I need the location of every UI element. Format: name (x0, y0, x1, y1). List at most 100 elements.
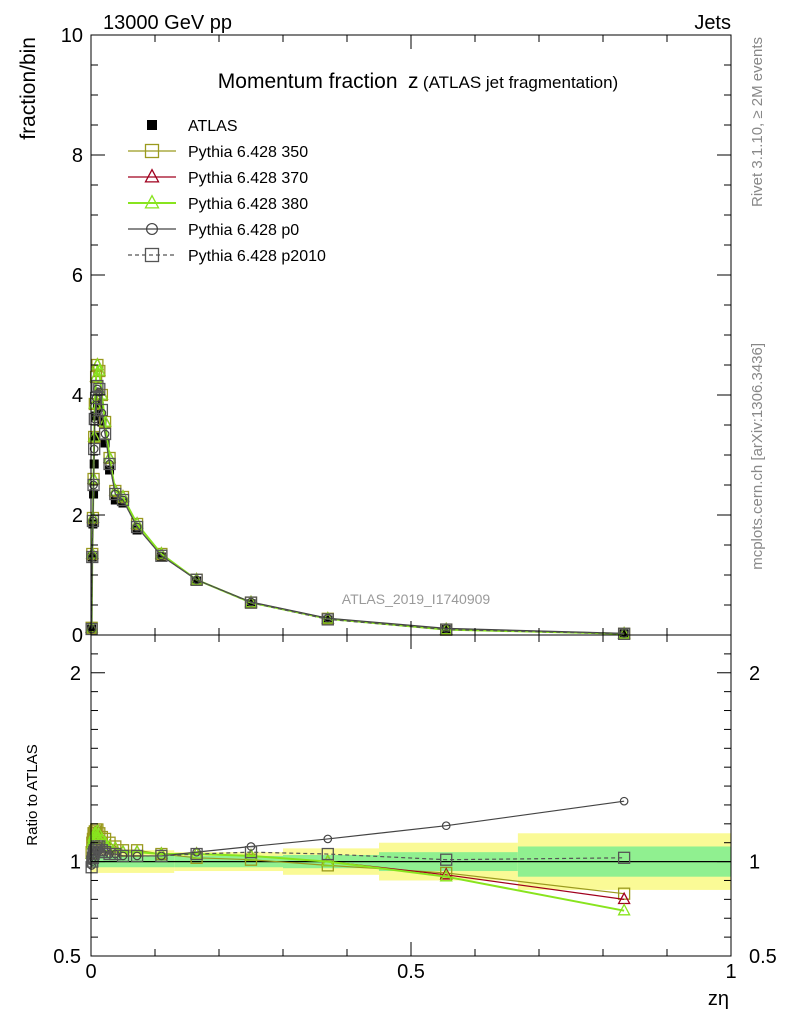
legend-label: Pythia 6.428 350 (188, 144, 308, 161)
ratio-y-tick-labels: 0.5 0.5 1 1 2 2 (53, 663, 777, 968)
data-point (95, 403, 109, 417)
ratio-point (441, 821, 451, 831)
series-line (91, 384, 625, 635)
chart-title-subtitle: (ATLAS jet fragmentation) (423, 73, 618, 92)
legend-entry: Pythia 6.428 p2010 (128, 247, 326, 265)
legend-label: Pythia 6.428 p2010 (188, 248, 326, 265)
data-point (156, 552, 166, 562)
legend-marker (144, 247, 160, 263)
ratio-point (95, 844, 109, 857)
x-tick-label: 1 (725, 961, 736, 983)
legend-label: ATLAS (188, 118, 238, 135)
data-point (155, 549, 168, 562)
main-panel: 0 2 4 6 8 10 fraction/bin Momentum fraction z… (17, 25, 732, 647)
main-y-axis-label: fraction/bin (17, 37, 40, 140)
ratio-y-tick-label-right: 0.5 (749, 946, 777, 968)
legend-marker (144, 194, 160, 209)
data-point (87, 552, 97, 562)
data-point (244, 596, 258, 609)
legend-label: Pythia 6.428 380 (188, 196, 308, 213)
x-axis-label: zη (708, 988, 729, 1010)
header-right: Jets (694, 12, 731, 34)
ratio-point (116, 849, 130, 863)
ratio-x-tick-labels: 0 0.5 1 (85, 961, 736, 983)
main-frame (90, 34, 732, 636)
x-tick-label: 0.5 (397, 961, 425, 983)
chart-title-main: Momentum fraction (218, 70, 398, 93)
legend-label: Pythia 6.428 370 (188, 170, 308, 187)
legend-marker (147, 120, 157, 130)
ratio-point (130, 849, 144, 863)
ratio-point (619, 796, 629, 806)
data-point (617, 627, 631, 640)
analysis-watermark: ATLAS_2019_I1740909 (342, 591, 491, 607)
ratio-point (98, 845, 112, 859)
ratio-y-tick-label-left: 2 (70, 663, 81, 685)
data-point (92, 363, 106, 376)
ratio-point (321, 847, 334, 861)
data-point (130, 520, 144, 534)
legend-marker (144, 168, 160, 183)
data-point (86, 550, 99, 564)
data-point (157, 551, 166, 561)
data-point (103, 457, 116, 471)
data-point (98, 427, 112, 441)
ratio-series-4 (85, 840, 631, 874)
data-point (108, 483, 122, 496)
ratio-y-tick-label-right: 2 (749, 663, 760, 685)
data-point (246, 599, 256, 609)
legend: ATLAS Pythia 6.428 350 Pythia 6.428 370 Pyt… (128, 118, 326, 265)
ratio-axis-ticks (90, 634, 732, 957)
y-tick-label: 10 (61, 25, 83, 47)
ratio-y-tick-label-left: 1 (70, 852, 81, 874)
data-point (88, 516, 98, 526)
data-point (192, 575, 201, 585)
series-5 (85, 379, 631, 640)
header-left: 13000 GeV pp (103, 12, 232, 34)
ratio-point (440, 853, 453, 866)
main-plot-area (85, 357, 631, 640)
y-tick-label: 4 (72, 385, 83, 407)
y-tick-label: 8 (72, 145, 83, 167)
main-y-tick-labels: 0 2 4 6 8 10 (61, 25, 83, 647)
legend-entry: Pythia 6.428 380 (128, 194, 308, 213)
ratio-y-tick-label-right: 1 (749, 852, 760, 874)
legend-label: Pythia 6.428 p0 (188, 222, 299, 239)
ratio-point (323, 834, 333, 844)
ratio-plot-area (85, 796, 631, 916)
y-tick-label: 2 (72, 505, 83, 527)
data-point (321, 613, 334, 626)
mcplots-label: mcplots.cern.ch [arXiv:1306.3436] (749, 343, 766, 570)
chart-title: Momentum fraction z (ATLAS jet fragmenta… (218, 70, 618, 93)
ratio-point (321, 854, 335, 867)
legend-marker (145, 222, 159, 236)
data-point (116, 493, 130, 507)
data-point (87, 478, 100, 492)
ratio-point (132, 851, 142, 861)
ratio-frame (90, 634, 732, 957)
data-point (91, 379, 104, 393)
ratio-point (155, 849, 168, 863)
ratio-point (244, 845, 258, 859)
data-point (246, 597, 256, 607)
ratio-uncertainty-bands (91, 833, 731, 890)
data-point (132, 522, 142, 532)
rivet-version-label: Rivet 3.1.10, ≥ 2M events (749, 37, 766, 207)
legend-marker (144, 143, 160, 159)
ratio-point (88, 844, 101, 857)
main-axis-ticks (90, 34, 732, 636)
data-point (244, 595, 258, 608)
legend-entry: Pythia 6.428 350 (128, 143, 308, 161)
legend-entry: Pythia 6.428 p0 (128, 222, 299, 239)
data-point (190, 573, 203, 586)
chart-title-variable: z (408, 70, 419, 93)
ratio-point (109, 847, 122, 861)
y-tick-label: 6 (72, 265, 83, 287)
data-point (192, 576, 202, 586)
ratio-point (439, 869, 453, 882)
y-tick-label: 0 (72, 625, 83, 647)
ratio-y-axis-label: Ratio to ATLAS (24, 744, 41, 845)
ratio-point (617, 903, 631, 916)
ratio-point (118, 851, 128, 861)
